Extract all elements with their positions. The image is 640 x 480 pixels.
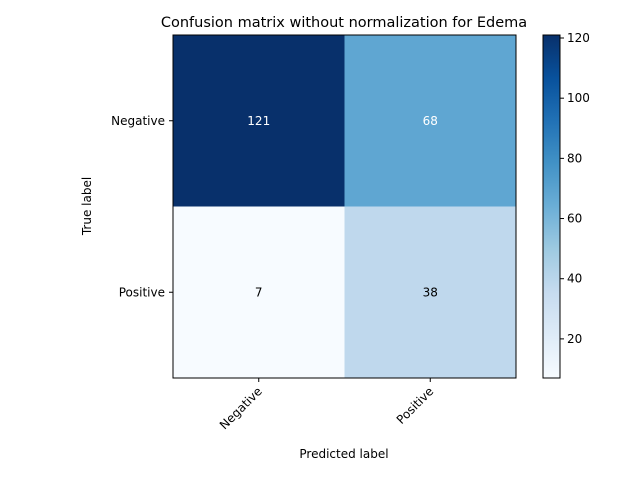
colorbar-gradient — [542, 34, 561, 379]
y-tick-label: Positive — [119, 285, 165, 299]
cell-value-label: 7 — [255, 285, 263, 299]
heatmap-cell — [344, 206, 517, 379]
colorbar-tick-label: 80 — [567, 151, 582, 165]
cell-value-label: 38 — [423, 285, 438, 299]
colorbar-tick-label: 120 — [567, 31, 590, 45]
colorbar-tick-label: 40 — [567, 272, 582, 286]
heatmap-cells: 121 68 7 38 — [173, 35, 517, 379]
y-axis-label: True label — [80, 177, 94, 236]
heatmap-cell — [173, 35, 345, 207]
colorbar-ticks: 20 40 60 80 100 120 — [560, 31, 590, 346]
x-axis-label: Predicted label — [299, 447, 388, 461]
y-tick-label: Negative — [111, 114, 165, 128]
x-tick-label: Positive — [394, 384, 437, 427]
cell-value-label: 68 — [423, 114, 438, 128]
colorbar-tick-label: 100 — [567, 91, 590, 105]
colorbar-tick-label: 20 — [567, 332, 582, 346]
heatmap-cell — [173, 206, 345, 379]
chart-title: Confusion matrix without normalization f… — [161, 15, 527, 31]
heatmap-cell — [344, 35, 517, 207]
x-tick-label: Negative — [217, 384, 265, 432]
colorbar-tick-label: 60 — [567, 212, 582, 226]
colorbar: 20 40 60 80 100 120 — [542, 31, 590, 379]
cell-value-label: 121 — [247, 114, 270, 128]
heatmap-frame — [172, 34, 517, 379]
